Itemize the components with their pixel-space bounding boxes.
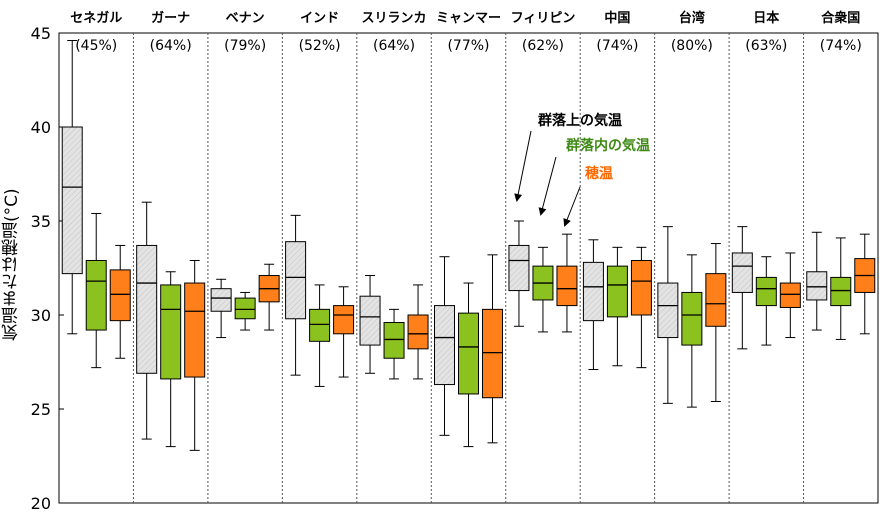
box-panicle — [482, 254, 503, 444]
box-iqr — [359, 295, 381, 346]
box-in-canopy — [458, 282, 479, 448]
y-tick-label: 45 — [31, 24, 51, 43]
box-iqr — [184, 282, 206, 378]
box-iqr — [234, 297, 256, 320]
box-above-canopy — [434, 256, 455, 436]
box-iqr — [779, 282, 801, 308]
box-above-canopy — [657, 226, 679, 404]
box-iqr — [606, 265, 628, 318]
box-in-canopy — [234, 291, 256, 331]
category-percentage: (80%) — [671, 38, 713, 54]
box-panicle — [407, 284, 429, 380]
box-panicle — [184, 259, 206, 451]
category-percentage: (52%) — [299, 38, 341, 54]
box-iqr — [333, 305, 355, 335]
box-above-canopy — [508, 220, 530, 327]
box-panicle — [705, 243, 727, 402]
box-iqr — [85, 259, 107, 331]
box-above-canopy — [210, 278, 232, 339]
legend-entry: 群落内の気温 — [565, 137, 650, 154]
box-in-canopy — [160, 271, 182, 448]
box-iqr — [681, 291, 703, 346]
legend-entry: 群落上の気温 — [537, 112, 622, 129]
category-label: ミャンマー — [436, 11, 501, 26]
box-above-canopy — [285, 214, 307, 376]
box-iqr — [434, 305, 455, 386]
box-iqr — [806, 271, 828, 301]
box-panicle — [333, 286, 355, 378]
box-iqr — [407, 314, 429, 350]
category-percentage: (74%) — [596, 38, 638, 54]
box-in-canopy — [383, 308, 405, 380]
category-percentage: (77%) — [447, 38, 489, 54]
category-percentage: (62%) — [522, 38, 564, 54]
category-percentage: (74%) — [820, 38, 862, 54]
box-in-canopy — [532, 246, 554, 333]
box-iqr — [160, 284, 182, 380]
category-label: ベナン — [226, 11, 265, 26]
box-in-canopy — [755, 256, 777, 346]
legend-entry: 穂温 — [585, 165, 613, 182]
category-label: セネガル — [70, 11, 122, 26]
legend-arrow — [538, 156, 557, 216]
box-iqr — [309, 308, 331, 342]
category-label: 合衆国 — [821, 10, 860, 26]
box-panicle — [630, 246, 652, 369]
box-iqr — [731, 252, 753, 293]
box-above-canopy — [731, 226, 753, 350]
box-above-canopy — [61, 40, 83, 335]
box-iqr — [830, 276, 852, 307]
plot-frame — [58, 32, 879, 504]
y-tick-label: 30 — [31, 306, 51, 325]
category-label: インド — [300, 11, 339, 26]
category-percentage: (64%) — [150, 38, 192, 54]
box-above-canopy — [359, 275, 381, 374]
category-label: ガーナ — [151, 11, 190, 26]
box-iqr — [458, 312, 479, 395]
box-iqr — [755, 276, 777, 307]
category-percentage: (63%) — [745, 38, 787, 54]
box-panicle — [556, 233, 578, 333]
y-tick-label: 20 — [31, 494, 51, 513]
box-panicle — [258, 263, 280, 331]
category-label: 日本 — [753, 10, 779, 26]
legend-arrow — [563, 186, 581, 227]
box-in-canopy — [681, 254, 703, 408]
y-tick-label: 40 — [31, 118, 51, 137]
box-iqr — [630, 259, 652, 316]
box-above-canopy — [806, 231, 828, 331]
box-in-canopy — [606, 246, 628, 367]
category-percentage: (45%) — [75, 38, 117, 54]
box-above-canopy — [582, 239, 604, 371]
y-tick-label: 35 — [31, 212, 51, 231]
category-label: 中国 — [604, 10, 630, 26]
box-iqr — [482, 308, 503, 399]
box-iqr — [109, 269, 131, 322]
box-panicle — [854, 233, 876, 335]
box-iqr — [210, 288, 232, 312]
box-above-canopy — [136, 201, 158, 440]
category-label: スリランカ — [362, 11, 427, 26]
category-label: 台湾 — [679, 10, 705, 26]
y-tick-label: 25 — [31, 400, 51, 419]
category-label: フィリピン — [511, 11, 576, 26]
box-iqr — [582, 261, 604, 322]
category-percentage: (79%) — [224, 38, 266, 54]
legend-arrow — [514, 130, 532, 202]
box-iqr — [61, 126, 83, 275]
box-panicle — [109, 244, 131, 359]
box-in-canopy — [85, 212, 107, 369]
box-iqr — [705, 273, 727, 327]
box-iqr — [383, 322, 405, 359]
box-iqr — [136, 244, 158, 374]
box-iqr — [657, 282, 679, 339]
category-percentage: (64%) — [373, 38, 415, 54]
box-panicle — [779, 252, 801, 339]
box-in-canopy — [309, 284, 331, 387]
box-in-canopy — [830, 237, 852, 340]
box-iqr — [285, 241, 307, 320]
box-iqr — [556, 265, 578, 307]
box-iqr — [508, 244, 530, 292]
